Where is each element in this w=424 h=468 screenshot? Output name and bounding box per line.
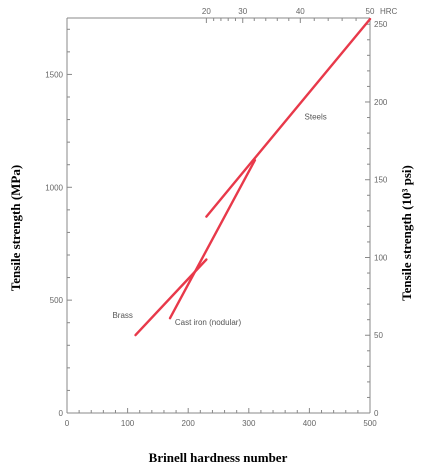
series-line-steels — [205, 17, 372, 218]
right-y-axis-title: Tensile strength (10³ psi) — [399, 165, 414, 301]
right-y-tick-label: 150 — [374, 176, 388, 185]
x-axis-title: Brinell hardness number — [149, 450, 288, 465]
left-y-tick-label: 500 — [50, 296, 64, 305]
x-tick-label: 400 — [303, 419, 317, 428]
top-tick-label: 40 — [296, 7, 305, 16]
top-tick-label: 20 — [202, 7, 211, 16]
series-layer — [134, 17, 372, 337]
right-y-tick-label: 250 — [374, 20, 388, 29]
x-tick-label: 200 — [182, 419, 196, 428]
x-tick-label: 100 — [121, 419, 135, 428]
left-y-tick-label: 1500 — [45, 70, 63, 79]
right-y-tick-label: 200 — [374, 98, 388, 107]
top-axis-title: HRC — [380, 7, 398, 16]
x-tick-label: 0 — [65, 419, 70, 428]
top-tick-label: 30 — [238, 7, 247, 16]
top-tick-label: 50 — [366, 7, 375, 16]
left-y-axis-title: Tensile strength (MPa) — [8, 165, 23, 291]
x-tick-label: 500 — [363, 419, 377, 428]
ticks-layer — [66, 18, 371, 414]
right-y-tick-label: 100 — [374, 253, 388, 262]
right-y-tick-label: 50 — [374, 331, 383, 340]
left-y-tick-label: 1000 — [45, 183, 63, 192]
annotation-brass: Brass — [112, 311, 132, 320]
left-y-tick-label: 0 — [59, 409, 64, 418]
annotations-layer: Steels Brass Cast iron (nodular) — [112, 113, 326, 327]
tick-labels-layer: 0 100 200 300 400 500050010001500050100150200… — [45, 7, 397, 428]
series-line-cast-iron-nodular — [168, 159, 257, 320]
annotation-steels: Steels — [305, 113, 327, 122]
x-tick-label: 300 — [242, 419, 256, 428]
right-y-tick-label: 0 — [374, 409, 379, 418]
annotation-cast-iron-nodular: Cast iron (nodular) — [175, 318, 242, 327]
